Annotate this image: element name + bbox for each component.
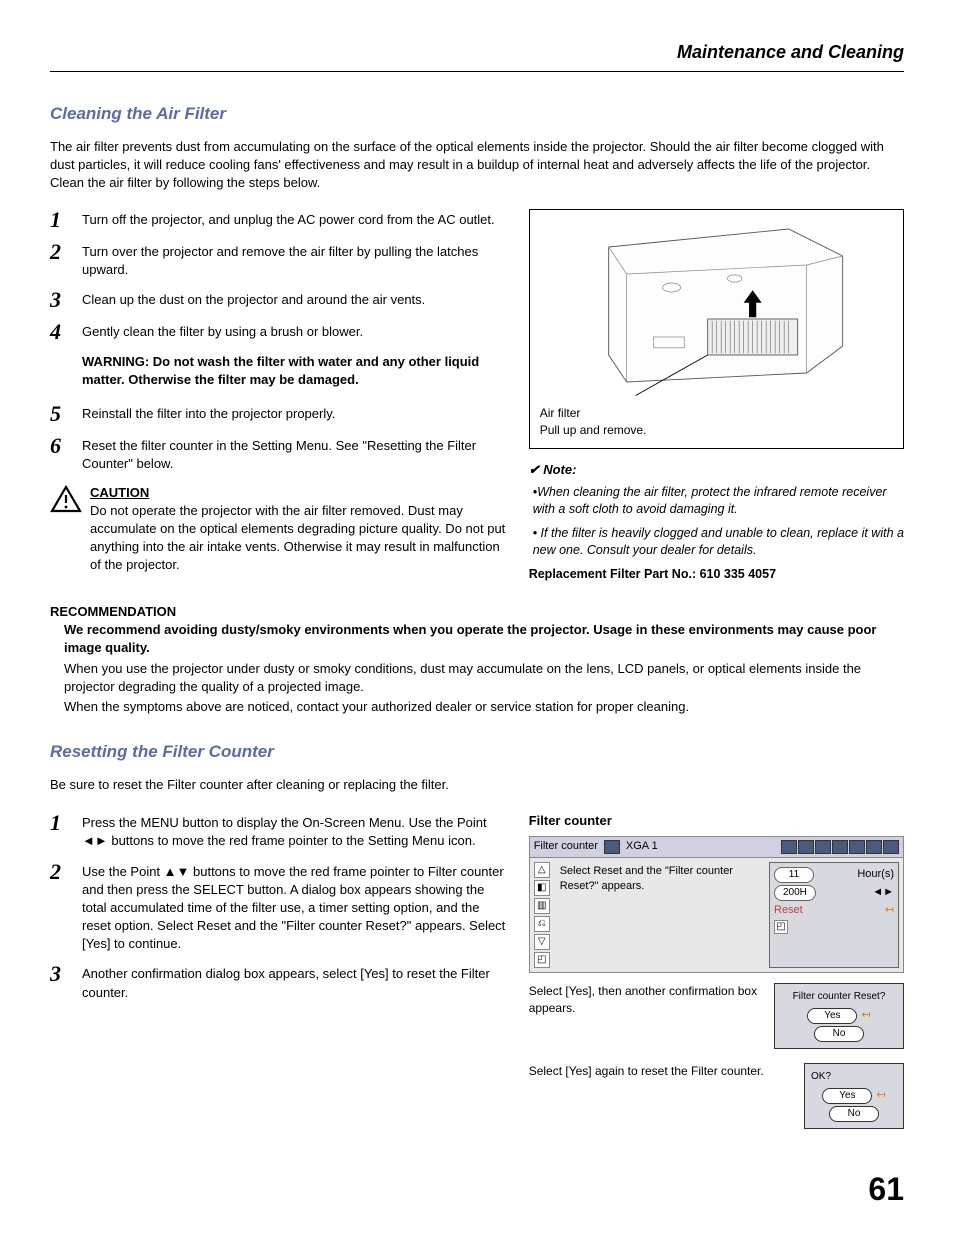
dialog2-yes: Yes — [822, 1088, 872, 1104]
recommendation-body1: When you use the projector under dusty o… — [64, 660, 904, 696]
dialog2-no: No — [829, 1106, 879, 1122]
dialog2-title: OK? — [811, 1070, 897, 1084]
sb-icon-3: ▥ — [534, 898, 550, 914]
tb-icon-7 — [883, 840, 899, 854]
step1-text: Turn off the projector, and unplug the A… — [82, 209, 509, 231]
reset-option: Reset — [774, 903, 803, 918]
step-num-1: 1 — [50, 209, 82, 231]
tb-icon-4 — [832, 840, 848, 854]
note-item-1: •When cleaning the air filter, protect t… — [533, 484, 904, 519]
s2-step1: Press the MENU button to display the On-… — [82, 812, 509, 850]
timer-arrows: ◄► — [872, 885, 894, 900]
projector-svg — [540, 220, 893, 400]
step-num-5: 5 — [50, 403, 82, 425]
sb-icon-6: ◰ — [534, 952, 550, 968]
explain2: Select [Yes], then another confirmation … — [529, 983, 764, 1057]
osd-menu: Filter counter XGA 1 △ ◧ ▥ — [529, 836, 904, 972]
section1-intro: The air filter prevents dust from accumu… — [50, 138, 904, 193]
explain3: Select [Yes] again to reset the Filter c… — [529, 1063, 794, 1137]
replacement-part: Replacement Filter Part No.: 610 335 405… — [529, 566, 904, 584]
note-item-2: • If the filter is heavily clogged and u… — [533, 525, 904, 560]
step-num-6: 6 — [50, 435, 82, 473]
dialog1-arrow-icon: ↤ — [861, 1008, 870, 1023]
tb-icon-3 — [815, 840, 831, 854]
diagram-caption: Air filter — [540, 405, 893, 422]
explain1: Select Reset and the "Filter counter Res… — [558, 862, 763, 968]
menubar-title: Filter counter — [534, 839, 598, 854]
note-title: ✔ Note: — [529, 461, 904, 479]
panel-exit-icon: ◰ — [774, 920, 788, 934]
s2-step3: Another confirmation dialog box appears,… — [82, 963, 509, 1001]
timer-value: 200H — [774, 885, 816, 901]
recommendation-title: RECOMMENDATION — [50, 603, 904, 621]
recommendation-body2: When the symptoms above are noticed, con… — [64, 698, 904, 716]
menubar-mode: XGA 1 — [626, 839, 658, 854]
s2-step-num-1: 1 — [50, 812, 82, 850]
dialog1-no: No — [814, 1026, 864, 1042]
filter-counter-title: Filter counter — [529, 812, 904, 830]
caution-title: CAUTION — [90, 484, 509, 502]
page-number: 61 — [50, 1167, 904, 1212]
s2-step2: Use the Point ▲▼ buttons to move the red… — [82, 861, 509, 954]
dialog-ok: OK? Yes ↤ No — [804, 1063, 904, 1129]
step6-text: Reset the filter counter in the Setting … — [82, 435, 509, 473]
dialog-reset: Filter counter Reset? Yes ↤ No — [774, 983, 904, 1049]
sb-icon-4: ⎌ — [534, 916, 550, 932]
tb-icon-1 — [781, 840, 797, 854]
step-num-4: 4 — [50, 321, 82, 343]
s2-step-num-2: 2 — [50, 861, 82, 954]
caution-body: Do not operate the projector with the ai… — [90, 502, 509, 575]
s2-step-num-3: 3 — [50, 963, 82, 1001]
step-num-2: 2 — [50, 241, 82, 279]
tb-icon-6 — [866, 840, 882, 854]
sb-up-icon: △ — [534, 862, 550, 878]
step3-text: Clean up the dust on the projector and a… — [82, 289, 509, 311]
caution-icon — [50, 484, 82, 514]
hours-label: Hour(s) — [857, 867, 894, 882]
section2-besure: Be sure to reset the Filter counter afte… — [50, 776, 904, 794]
menubar-icon — [604, 840, 620, 854]
diagram-subcaption: Pull up and remove. — [540, 422, 893, 439]
tb-icon-5 — [849, 840, 865, 854]
warning-text: WARNING: Do not wash the filter with wat… — [82, 353, 509, 389]
hours-value: 11 — [774, 867, 814, 883]
dialog2-arrow-icon: ↤ — [876, 1088, 885, 1103]
sb-down-icon: ▽ — [534, 934, 550, 950]
step4-text: Gently clean the filter by using a brush… — [82, 321, 509, 343]
step2-text: Turn over the projector and remove the a… — [82, 241, 509, 279]
dialog1-yes: Yes — [807, 1008, 857, 1024]
page-header: Maintenance and Cleaning — [50, 40, 904, 72]
recommendation-sub: We recommend avoiding dusty/smoky enviro… — [64, 621, 904, 657]
step5-text: Reinstall the filter into the projector … — [82, 403, 509, 425]
step-num-3: 3 — [50, 289, 82, 311]
dialog1-title: Filter counter Reset? — [781, 990, 897, 1004]
projector-diagram: Air filter Pull up and remove. — [529, 209, 904, 450]
reset-arrow-icon: ↤ — [885, 903, 894, 918]
tb-icon-2 — [798, 840, 814, 854]
sb-icon-2: ◧ — [534, 880, 550, 896]
filter-panel: 11 Hour(s) 200H ◄► Reset ↤ ◰ — [769, 862, 899, 968]
section1-title: Cleaning the Air Filter — [50, 102, 904, 126]
section2-title: Resetting the Filter Counter — [50, 740, 904, 764]
